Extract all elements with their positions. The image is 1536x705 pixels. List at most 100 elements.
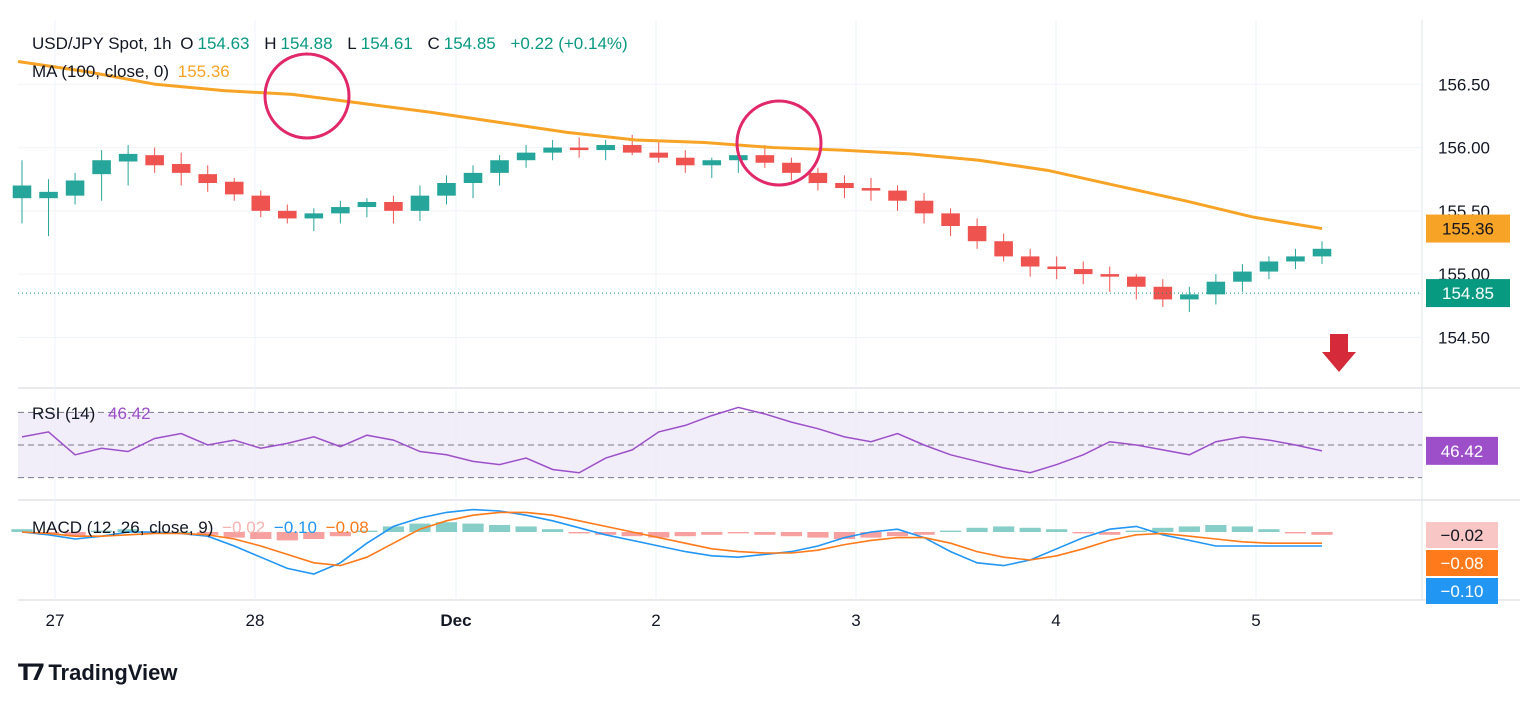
macd-histogram-bar <box>542 529 564 532</box>
rsi-line <box>21 406 1323 474</box>
macd-legend: MACD (12, 26, close, 9) −0.02 −0.10 −0.0… <box>32 518 373 538</box>
macd-histogram-bar <box>1019 527 1041 532</box>
macd-histogram-bar <box>913 532 935 535</box>
macd-histogram-bar <box>568 532 590 534</box>
candle-body <box>649 152 669 158</box>
highlight-circle <box>735 99 823 187</box>
macd-histogram-bar <box>1311 532 1333 535</box>
ma-price-tag-label: 155.36 <box>1442 220 1494 239</box>
macd-histogram-bar <box>754 532 776 535</box>
macd-histogram-bar <box>170 532 192 533</box>
low-label: L <box>347 34 357 53</box>
candle-body <box>171 164 191 173</box>
ma-legend: MA (100, close, 0) 155.36 <box>32 62 234 82</box>
open-label: O <box>180 34 194 53</box>
price-tick-label: 156.50 <box>1438 75 1490 94</box>
macd-histogram-bar <box>329 532 351 537</box>
macd-histogram-bar <box>488 525 511 532</box>
time-tick-label: 4 <box>1051 611 1060 630</box>
candle-body <box>304 213 324 219</box>
rsi-legend-label: RSI (14) <box>32 404 96 423</box>
candle-body <box>569 147 589 151</box>
candle-body <box>224 181 244 195</box>
macd-signal-tag-label: −0.08 <box>1440 554 1483 573</box>
ma-price-tag <box>1426 214 1510 243</box>
macd-histogram-bar <box>780 532 802 537</box>
candle-body <box>145 155 164 166</box>
last-price-tag <box>1426 279 1510 308</box>
candle-body <box>1047 266 1066 270</box>
highlight-circle <box>263 52 351 140</box>
candle-body <box>782 162 801 173</box>
macd-legend-hist: −0.02 <box>222 518 266 537</box>
macd-histogram-bar <box>276 532 298 541</box>
macd-line-tag-label: −0.10 <box>1440 582 1483 601</box>
candle-body <box>278 210 297 219</box>
rsi-value-tag-label: 46.42 <box>1441 442 1484 461</box>
candle-body <box>1127 276 1146 287</box>
macd-histogram-bar <box>1099 532 1121 535</box>
candle-body <box>967 226 987 242</box>
price-tick-label: 156.00 <box>1438 139 1490 158</box>
macd-histogram-bar <box>966 527 988 532</box>
macd-histogram-bar <box>1258 529 1280 532</box>
macd-histogram-bar <box>90 530 113 532</box>
candle-body <box>1312 248 1332 257</box>
candle-body <box>596 145 615 151</box>
candle-body <box>1233 271 1252 282</box>
low-value: 154.61 <box>360 34 413 53</box>
macd-histogram-bar <box>197 532 219 535</box>
macd-hist-tag-label: −0.02 <box>1440 526 1483 545</box>
macd-histogram-bar <box>64 532 86 537</box>
rsi-value-tag <box>1426 436 1498 465</box>
macd-hist-tag <box>1426 522 1498 548</box>
macd-histogram-bar <box>993 526 1015 532</box>
candle-body <box>1180 294 1199 300</box>
time-tick-label: Dec <box>440 611 471 630</box>
macd-legend-label: MACD (12, 26, close, 9) <box>32 518 214 537</box>
candle-body <box>251 195 271 211</box>
ma-line <box>17 60 1323 231</box>
macd-histogram-bar <box>1205 525 1227 532</box>
macd-histogram-bar <box>356 530 378 532</box>
macd-histogram-bar <box>621 532 643 537</box>
macd-histogram-bar <box>462 523 484 532</box>
candle-body <box>65 180 85 196</box>
candle-body <box>1020 256 1040 267</box>
time-tick-label: 28 <box>246 611 265 630</box>
macd-histogram-bar <box>1178 526 1200 532</box>
candle-body <box>835 182 854 189</box>
macd-histogram-bar <box>807 532 829 538</box>
macd-histogram-bar <box>250 532 272 539</box>
macd-histogram-bar <box>886 532 909 537</box>
macd-histogram-bar <box>303 532 325 539</box>
change-value: +0.22 (+0.14%) <box>510 34 628 53</box>
macd-histogram-bar <box>409 523 431 532</box>
time-tick-label: 3 <box>851 611 860 630</box>
ma-legend-label: MA (100, close, 0) <box>32 62 170 81</box>
candle-body <box>622 145 642 153</box>
close-label: C <box>427 34 440 53</box>
candle-body <box>914 200 934 214</box>
macd-histogram-bar <box>648 532 670 538</box>
tradingview-logo[interactable]: T7 TradingView <box>18 660 178 686</box>
macd-histogram-bar <box>1125 530 1147 532</box>
high-value: 154.88 <box>280 34 333 53</box>
candle-body <box>675 157 695 166</box>
macd-histogram-bar <box>727 532 749 534</box>
candle-body <box>198 174 217 183</box>
macd-histogram-bar <box>117 529 139 532</box>
candle-body <box>808 172 828 183</box>
rsi-legend: RSI (14) 46.42 <box>32 404 155 424</box>
candle-body <box>118 153 138 162</box>
open-value: 154.63 <box>197 34 250 53</box>
macd-histogram-bar <box>701 532 723 535</box>
candle-body <box>39 191 58 199</box>
close-value: 154.85 <box>443 34 496 53</box>
macd-line-tag <box>1426 578 1498 604</box>
candle-body <box>861 188 881 191</box>
signal-line <box>21 511 1322 567</box>
macd-histogram-bar <box>223 532 245 538</box>
candle-body <box>12 185 32 199</box>
